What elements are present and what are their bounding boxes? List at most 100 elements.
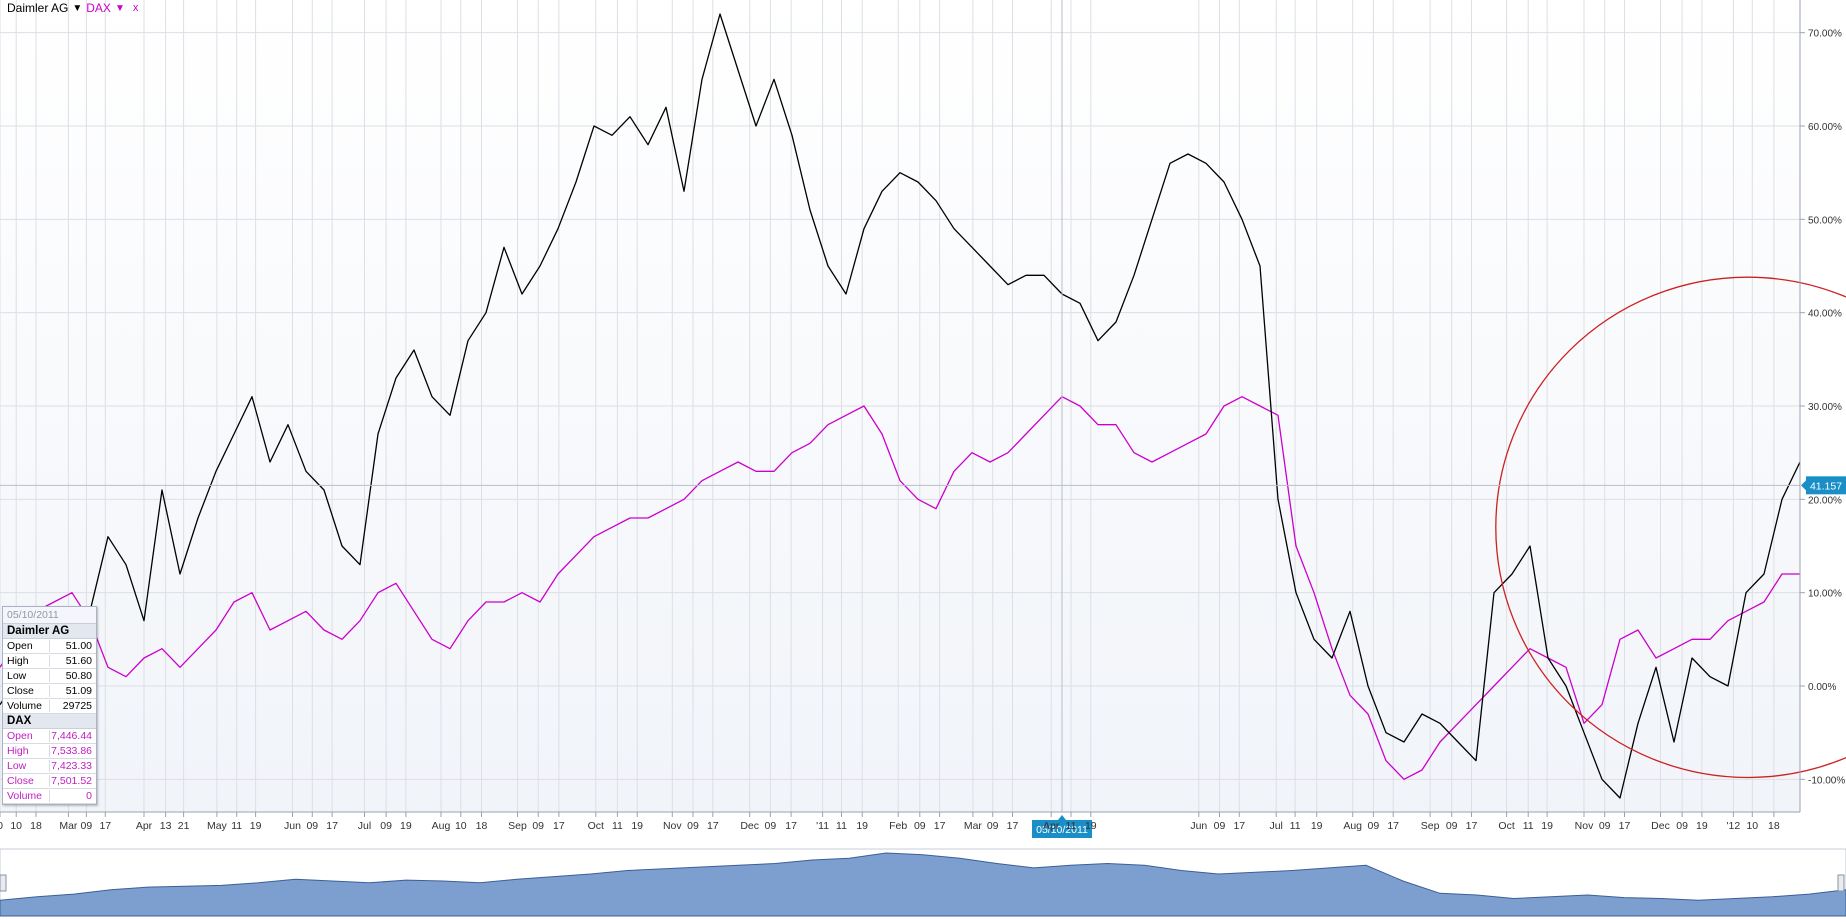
x-tick-label: '11 [816, 820, 829, 832]
y-tick-label: 40.00% [1808, 309, 1842, 320]
x-tick-label: 19 [856, 820, 868, 832]
navigator-area [0, 852, 1846, 917]
tooltip-date: 05/10/2011 [3, 607, 96, 624]
tooltip-row: Open 7,446.44 [3, 729, 96, 744]
x-tick-label: Nov [1575, 820, 1594, 832]
x-tick-label: 11 [612, 820, 623, 832]
tooltip-row-label: High [7, 655, 50, 667]
x-tick-label: 21 [178, 820, 190, 832]
x-tick-label: 09 [1368, 820, 1380, 832]
x-tick-label: 19 [1541, 820, 1553, 832]
x-tick-label: Dec [740, 820, 759, 832]
triangle-down-icon[interactable]: ▼ [72, 2, 83, 14]
tooltip-row-value: 51.09 [65, 685, 92, 697]
legend-series1-label[interactable]: Daimler AG [7, 1, 69, 15]
crosshair-value-flag [1806, 476, 1846, 495]
tooltip-row: Close 7,501.52 [3, 774, 96, 789]
x-tick-label: Sep [1421, 820, 1440, 832]
grid [0, 0, 1800, 812]
x-tick-label: 19 [400, 820, 412, 832]
y-axis: 70.00% 60.00% 50.00% 40.00% 30.00% 20.00% 10.0… [1799, 0, 1845, 812]
x-tick-label: Apr [136, 820, 153, 832]
navigator-left-handle[interactable] [0, 874, 7, 892]
annotation-layer [1495, 276, 1846, 779]
crosshair-value-label: 41.157 [1810, 480, 1842, 492]
x-tick-label: 17 [1387, 820, 1399, 832]
x-tick-label: 11 [231, 820, 242, 832]
tooltip-row-value: 7,533.86 [51, 745, 92, 757]
tooltip-row-label: Close [7, 685, 50, 697]
navigator[interactable] [0, 848, 1846, 917]
crosshair-date-flag [1032, 820, 1092, 838]
flag-pointer [1801, 480, 1806, 491]
daimler-series-line [0, 13, 1801, 799]
x-tick-label: 17 [1466, 820, 1478, 832]
tooltip-row-label: Volume [7, 700, 50, 712]
x-tick-label: Jun [284, 820, 301, 832]
tooltip-row-label: Low [7, 670, 50, 682]
x-tick-label: 11 [1066, 820, 1077, 832]
tooltip-row-value: 29725 [62, 700, 92, 712]
flag-pointer [1058, 815, 1066, 820]
x-tick-label: 11 [836, 820, 847, 832]
y-tick-label: 30.00% [1808, 402, 1842, 413]
crosshair: 05/10/2011 41.157 [0, 0, 1846, 838]
x-tick-label: 09 [380, 820, 392, 832]
y-tick-label: 20.00% [1808, 495, 1842, 506]
remove-series-button[interactable]: x [132, 2, 139, 14]
x-tick-label: Jul [358, 820, 371, 832]
y-tick-label: -10.00% [1808, 775, 1845, 786]
x-tick-label: 10 [455, 820, 467, 832]
x-tick-label: Nov [663, 820, 682, 832]
tooltip-row: Close 51.09 [3, 684, 96, 699]
tooltip-row-value: 51.60 [65, 655, 92, 667]
tooltip-row: Volume 29725 [3, 699, 96, 714]
x-tick-label: Mar [964, 820, 983, 832]
y-tick-label: 10.00% [1808, 589, 1842, 600]
x-tick-label: 18 [30, 820, 42, 832]
tooltip-row-label: Close [7, 775, 50, 787]
x-tick-label: Jul [1269, 820, 1282, 832]
x-tick-label: 09 [81, 820, 93, 832]
y-tick-label: 0.00% [1808, 682, 1836, 693]
tooltip-row-label: Volume [7, 790, 50, 802]
x-tick-label: 09 [987, 820, 999, 832]
tooltip-row: High 7,533.86 [3, 744, 96, 759]
x-tick-label: Oct [1498, 820, 1514, 832]
legend-series2-label[interactable]: DAX [86, 1, 111, 15]
tooltip-row-value: 0 [86, 790, 92, 802]
tooltip-row-value: 51.00 [65, 640, 92, 652]
x-tick-label: 11 [1290, 820, 1301, 832]
x-tick-label: Aug [432, 820, 451, 832]
x-tick-label: Dec [1651, 820, 1670, 832]
x-tick-label: Aug [1343, 820, 1362, 832]
x-tick-label: 09 [1446, 820, 1458, 832]
navigator-right-handle[interactable] [1837, 874, 1845, 892]
y-tick-label: 70.00% [1808, 29, 1842, 40]
triangle-down-icon[interactable]: ▼ [114, 2, 125, 14]
tooltip-row-value: 7,423.33 [51, 760, 92, 772]
series-layer [0, 13, 1801, 799]
x-tick-label: 19 [1311, 820, 1323, 832]
x-tick-label: Oct [588, 820, 604, 832]
tooltip-row-value: 7,446.44 [51, 730, 92, 742]
tooltip-row: High 51.60 [3, 654, 96, 669]
annotation-circle[interactable] [1495, 276, 1846, 779]
x-tick-label: 17 [785, 820, 797, 832]
tooltip-row-label: Open [7, 640, 50, 652]
x-tick-label: Mar [59, 820, 78, 832]
tooltip-row: Open 51.00 [3, 639, 96, 654]
x-tick-label: 09 [687, 820, 699, 832]
x-tick-label: 13 [160, 820, 172, 832]
tooltip-row-value: 50.80 [65, 670, 92, 682]
tooltip-series1-name: Daimler AG [3, 624, 96, 639]
x-tick-label: 19 [250, 820, 262, 832]
x-tick-label: 18 [476, 820, 488, 832]
tooltip-row-value: 7,501.52 [51, 775, 92, 787]
tooltip-series2-name: DAX [3, 714, 96, 729]
x-tick-label: 09 [765, 820, 777, 832]
tooltip-row-label: High [7, 745, 50, 757]
x-tick-label: 17 [1233, 820, 1245, 832]
